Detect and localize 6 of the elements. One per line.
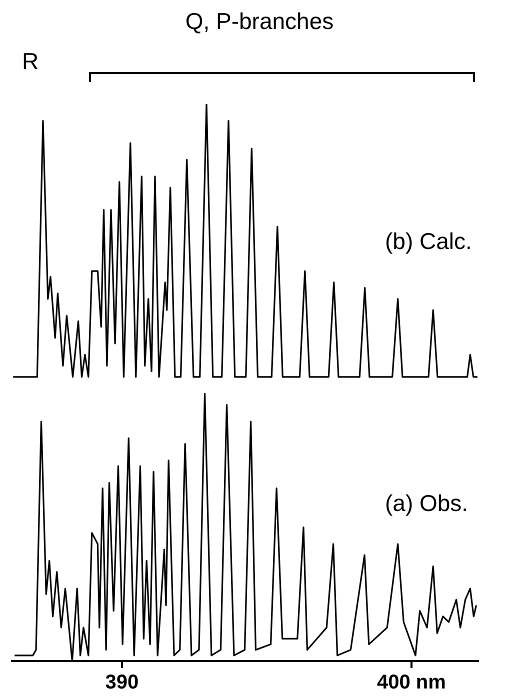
chart-title: Q, P-branches: [184, 8, 335, 35]
x-tick-label: 390: [105, 672, 139, 694]
text: R: [22, 48, 39, 75]
series-label: (b) Calc.: [385, 228, 472, 255]
series-label: (a) Obs.: [385, 490, 468, 517]
x-tick-label: 400 nm: [376, 672, 446, 694]
